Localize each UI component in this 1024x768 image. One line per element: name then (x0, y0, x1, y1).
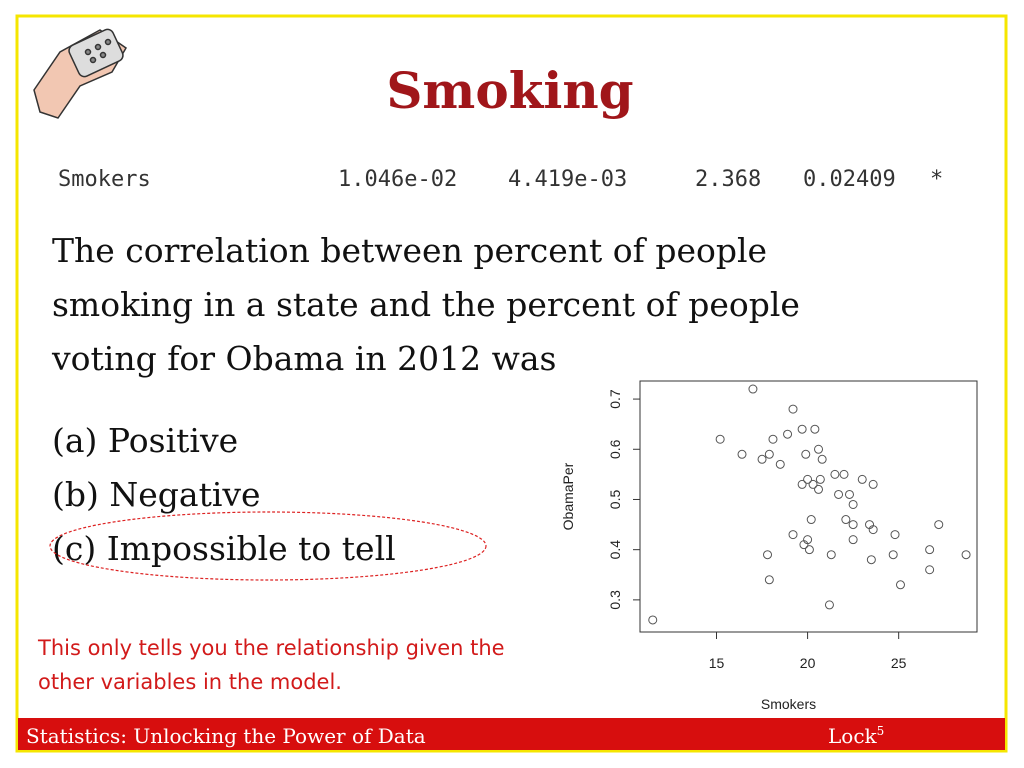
scatter-point (848, 499, 858, 509)
scatter-point (925, 565, 935, 575)
note-line: This only tells you the relationship giv… (37, 636, 505, 660)
scatter-point (895, 580, 905, 590)
scatter-point (848, 520, 858, 530)
footer-brand: Lock (828, 724, 878, 748)
scatter-point (857, 474, 867, 484)
scatter-point (810, 424, 820, 434)
scatter-point (783, 429, 793, 439)
regression-cell: 0.02409 (803, 167, 896, 192)
regression-cell: * (930, 167, 943, 192)
scatter-point (768, 434, 778, 444)
scatter-point (748, 384, 758, 394)
option: (b) Negative (52, 475, 261, 514)
scatter-point (806, 515, 816, 525)
question-line: The correlation between percent of peopl… (52, 231, 767, 270)
scatter-point (804, 545, 814, 555)
footer-left: Statistics: Unlocking the Power of Data (26, 724, 426, 748)
scatter-point (888, 550, 898, 560)
scatter-point (834, 489, 844, 499)
scatter-point (890, 530, 900, 540)
footer-superscript: 5 (877, 724, 885, 738)
scatter-point (934, 520, 944, 530)
regression-cell: 4.419e-03 (508, 167, 627, 192)
scatter-point (763, 550, 773, 560)
plot-frame (639, 380, 978, 633)
scatter-point (797, 424, 807, 434)
scatter-point (775, 459, 785, 469)
scatter-point (826, 550, 836, 560)
footer-bar (18, 718, 1005, 750)
scatter-point (824, 600, 834, 610)
scatter-point (848, 535, 858, 545)
scatter-point (925, 545, 935, 555)
scatter-point (788, 404, 798, 414)
answer-highlight (49, 511, 487, 581)
x-tick-label: 20 (800, 655, 816, 671)
x-axis-label: Smokers (761, 696, 816, 712)
scatter-point (814, 484, 824, 494)
note: This only tells you the relationship giv… (37, 636, 505, 694)
slide-title: Smoking (386, 61, 633, 120)
y-tick-label: 0.4 (607, 540, 623, 560)
scatter-point (764, 449, 774, 459)
scatter-point (648, 615, 658, 625)
x-tick-label: 25 (891, 655, 907, 671)
scatter-point (797, 479, 807, 489)
scatter-point (808, 479, 818, 489)
question-line: smoking in a state and the percent of pe… (52, 285, 800, 324)
scatter-point (815, 474, 825, 484)
scatter-point (868, 479, 878, 489)
footer-right: Lock5 (828, 724, 884, 748)
scatter-point (961, 550, 971, 560)
scatter-point (866, 555, 876, 565)
scatter-point (817, 454, 827, 464)
scatter-point (737, 449, 747, 459)
regression-output: Smokers 1.046e-02 4.419e-03 2.368 0.02409 * (58, 167, 943, 192)
question: The correlation between percent of peopl… (51, 231, 800, 378)
x-tick-label: 15 (709, 655, 725, 671)
scatter-point (799, 540, 809, 550)
y-tick-label: 0.3 (607, 590, 623, 610)
scatter-point (788, 530, 798, 540)
regression-cell: Smokers (58, 167, 151, 192)
scatter-point (841, 515, 851, 525)
scatter-point (715, 434, 725, 444)
option: (c) Impossible to tell (52, 529, 396, 568)
scatter-plot: 15 20 25 0.3 0.4 0.5 0.6 0.7 Smokers ObamaPer (560, 380, 978, 712)
y-tick-label: 0.7 (607, 389, 623, 409)
scatter-point (757, 454, 767, 464)
scatter-point (839, 469, 849, 479)
regression-cell: 1.046e-02 (338, 167, 457, 192)
scatter-point (868, 525, 878, 535)
option: (a) Positive (52, 421, 238, 460)
scatter-point (814, 444, 824, 454)
y-tick-label: 0.6 (607, 439, 623, 459)
scatter-point (764, 575, 774, 585)
options: (a) Positive (b) Negative (c) Impossible t… (52, 421, 396, 568)
regression-cell: 2.368 (695, 167, 761, 192)
plot-background (555, 372, 985, 716)
hand-icon (33, 28, 127, 119)
y-tick-label: 0.5 (607, 490, 623, 510)
note-line: other variables in the model. (38, 670, 342, 694)
scatter-point (803, 474, 813, 484)
scatter-point (830, 469, 840, 479)
scatter-point (844, 489, 854, 499)
question-line: voting for Obama in 2012 was (51, 339, 556, 378)
scatter-point (801, 449, 811, 459)
y-axis-label: ObamaPer (560, 462, 576, 530)
